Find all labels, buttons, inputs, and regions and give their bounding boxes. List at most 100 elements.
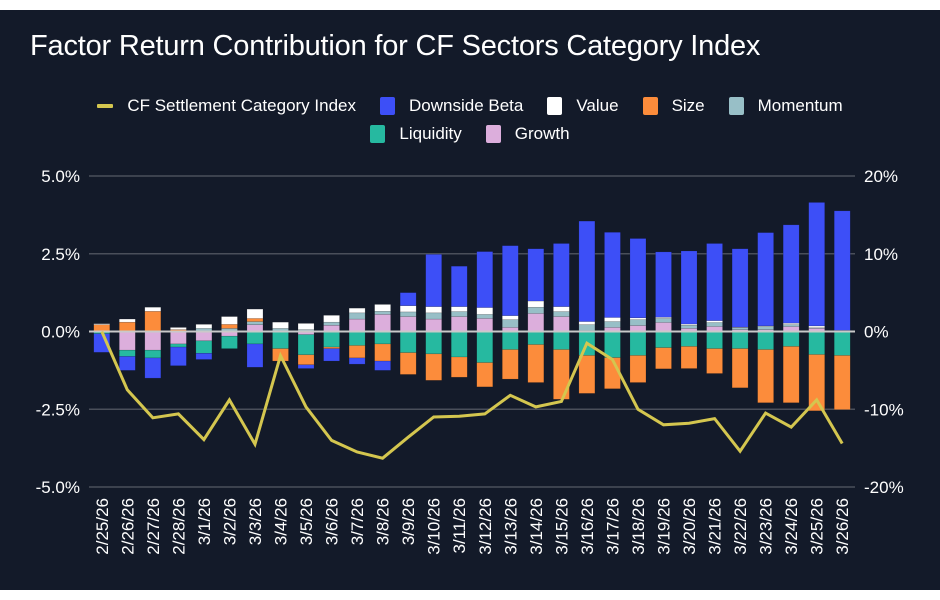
bar-segment-value [502,315,519,320]
bar-segment-growth [170,331,187,345]
bar-segment-momentum [604,321,621,328]
bar-segment-growth [450,316,468,332]
bar-segment-growth [246,324,264,332]
bar-segment-value [374,304,391,312]
legend-swatch-icon [370,125,386,143]
bar-segment-downside-beta [604,232,621,318]
bar-segment-size [374,343,391,362]
legend-swatch-icon [485,125,501,143]
x-tick-label: 3/14/26 [527,498,546,555]
bar-segment-momentum [553,311,570,317]
bar-segment-downside-beta [655,251,672,318]
bar-segment-growth [476,318,494,332]
legend-item-cf-settlement-index[interactable]: CF Settlement Category Index [97,96,356,116]
bar-segment-liquidity [629,331,647,356]
x-tick-label: 3/11/26 [450,498,469,553]
bar-segment-liquidity [502,331,519,350]
bar-segment-value [553,306,570,312]
bar-segment-liquidity [833,331,851,356]
legend-item-growth[interactable]: Growth [485,124,570,144]
bar-segment-momentum [374,311,391,315]
legend-item-size[interactable]: Size [642,96,705,116]
x-tick-label: 3/2/26 [220,498,239,545]
bar-segment-value [629,317,647,320]
bar-segment-size [450,356,468,378]
bar-segment-liquidity [195,340,213,354]
bar-segment-momentum [578,324,596,331]
bar-segment-downside-beta [476,251,494,308]
index-line [100,330,844,460]
legend-item-liquidity[interactable]: Liquidity [370,124,462,144]
bar-segment-value [195,324,213,329]
bar-segment-momentum [527,306,545,314]
legend: CF Settlement Category Index Downside Be… [0,96,940,116]
bar-segment-momentum [757,326,774,330]
legend-item-value[interactable]: Value [547,96,619,116]
legend-item-downside-beta[interactable]: Downside Beta [380,96,523,116]
legend-label: Size [671,96,705,115]
legend-item-momentum[interactable]: Momentum [728,96,843,116]
bar-segment-value [323,315,340,323]
bar-segment-growth [374,314,391,332]
bar-segment-liquidity [553,331,570,350]
bar-segment-momentum [476,314,494,319]
bar-segment-momentum [450,311,468,317]
bar-segment-downside-beta [629,238,647,319]
x-tick-label: 3/26/26 [833,498,852,555]
bar-segment-value [272,321,289,329]
bar-segment-value [476,307,494,315]
bar-segment-growth [655,322,672,332]
x-tick-label: 3/9/26 [399,498,418,545]
bar-segment-size [246,318,264,322]
bar-segment-liquidity [757,331,774,350]
bar-segment-liquidity [527,331,545,345]
bar-segment-value [297,323,315,330]
legend-label: Value [576,96,619,115]
y-tick-left: 0.0% [41,323,80,342]
bar-segment-size [808,354,825,412]
legend-line-swatch-icon [97,104,114,108]
bar-segment-downside-beta [170,346,187,366]
bar-segment-liquidity [221,335,238,349]
x-tick-label: 3/7/26 [348,498,367,545]
bar-segment-downside-beta [119,356,136,371]
bar-segment-value [399,305,417,313]
bar-segment-size [757,349,774,403]
x-tick-label: 3/23/26 [757,498,776,555]
y-tick-left: 5.0% [41,167,80,186]
bar-segment-value [119,318,136,323]
bar-segment-size [399,352,417,375]
x-axis: 2/25/26 2/26/26 2/27/26 2/28/26 3/1/26 3/2/26… [93,498,852,555]
bar-segment-liquidity [119,349,136,357]
bar-segment-size [706,348,723,374]
bar-segment-value [93,323,111,325]
bar-segment-value [221,316,238,325]
x-tick-label: 3/19/26 [655,498,674,555]
bar-segment-size [502,349,519,380]
bar-segment-liquidity [399,331,417,353]
y-tick-left: -5.0% [36,478,80,497]
bar-segment-size [93,324,111,332]
y-tick-right: 0% [864,323,889,342]
x-tick-label: 2/27/26 [144,498,163,555]
legend-label: Downside Beta [409,96,524,115]
legend-label: Growth [514,124,570,143]
bar-segment-liquidity [170,343,187,348]
bar-segment-liquidity [425,331,442,355]
bar-segment-liquidity [655,331,672,348]
bar-segment-momentum [246,321,264,325]
y-axis-right: 20% 10% 0% -10% -20% [864,167,904,497]
y-tick-right: -20% [864,478,904,497]
x-tick-label: 3/17/26 [603,498,622,555]
series-line-cf-settlement-index [100,330,844,460]
bar-segment-liquidity [450,331,468,358]
bar-segment-size [731,348,749,389]
bar-segment-downside-beta [348,357,366,365]
bar-segment-liquidity [706,331,723,349]
bar-segment-downside-beta [399,292,417,306]
bar-segment-size [144,311,162,332]
bar-segment-size [782,346,800,403]
bar-segment-size [833,355,851,410]
bar-segment-downside-beta [680,250,698,325]
y-tick-left: -2.5% [36,400,80,419]
